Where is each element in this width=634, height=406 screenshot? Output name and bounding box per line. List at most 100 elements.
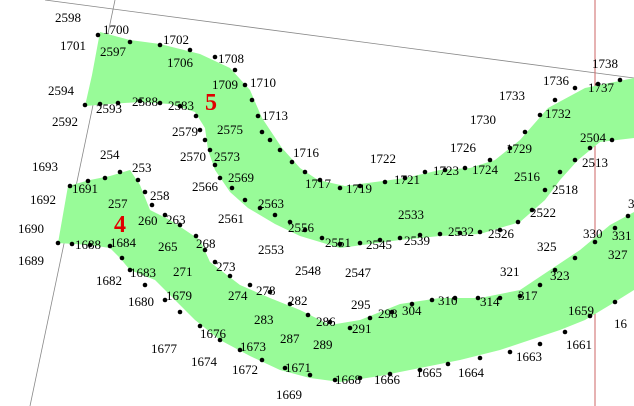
point-label: 1677	[151, 341, 178, 356]
point-label: 2548	[295, 263, 321, 278]
survey-point-marker	[507, 349, 513, 355]
survey-point-marker	[409, 301, 415, 307]
survey-point-marker	[229, 185, 235, 191]
point-label: 253	[132, 160, 152, 175]
zone-label-5: 5	[205, 90, 217, 116]
survey-point-marker	[537, 341, 543, 347]
point-label: 1729	[506, 141, 532, 156]
point-label: 278	[256, 283, 276, 298]
survey-point-marker	[537, 112, 543, 118]
survey-point-marker	[177, 222, 183, 228]
point-label: 1683	[130, 265, 156, 280]
survey-point-marker	[119, 255, 125, 261]
point-label: 1713	[262, 108, 288, 123]
point-label: 1717	[305, 176, 332, 191]
survey-point-marker	[542, 187, 548, 193]
point-label: 2513	[582, 155, 608, 170]
survey-point-marker	[217, 175, 223, 181]
point-label: 289	[313, 337, 333, 352]
survey-point-marker	[55, 240, 61, 246]
point-label: 2545	[366, 237, 392, 252]
point-label: 260	[138, 213, 158, 228]
point-label: 2556	[288, 220, 315, 235]
point-label: 1663	[516, 349, 542, 364]
point-label: 1726	[450, 140, 477, 155]
point-label: 1661	[566, 337, 592, 352]
point-label: 1668	[335, 372, 361, 387]
survey-point-marker	[417, 367, 423, 373]
survey-point-marker	[162, 212, 168, 218]
point-label: 2547	[345, 265, 372, 280]
survey-point-marker	[107, 243, 113, 249]
point-label: 1709	[212, 77, 238, 92]
survey-point-marker	[552, 267, 558, 273]
survey-point-marker	[115, 100, 121, 106]
point-label: 1672	[232, 362, 258, 377]
survey-point-marker	[267, 289, 273, 295]
zone-label-4: 4	[114, 212, 126, 238]
point-label: 314	[480, 294, 500, 309]
point-label: 321	[500, 264, 520, 279]
point-label: 2526	[488, 226, 515, 241]
point-label: 1665	[416, 365, 442, 380]
survey-point-marker	[287, 219, 293, 225]
point-label: 258	[150, 188, 170, 203]
survey-point-marker	[562, 329, 568, 335]
survey-point-marker	[212, 259, 218, 265]
survey-point-marker	[69, 241, 75, 247]
survey-point-marker	[259, 357, 265, 363]
survey-point-marker	[212, 54, 218, 60]
point-label: 1738	[592, 56, 618, 71]
point-label: 331	[612, 228, 632, 243]
point-label: 304	[402, 303, 422, 318]
survey-point-marker	[517, 293, 523, 299]
point-label: 1674	[191, 354, 218, 369]
survey-point-marker	[127, 267, 133, 273]
survey-point-marker	[193, 233, 199, 239]
survey-point-marker	[157, 100, 163, 106]
point-label: 265	[158, 239, 178, 254]
survey-point-marker	[272, 212, 278, 218]
survey-point-marker	[237, 347, 243, 353]
survey-point-marker	[82, 102, 88, 108]
point-label: 2579	[172, 124, 198, 139]
survey-point-marker	[452, 295, 458, 301]
survey-points	[55, 32, 631, 383]
point-label: 1708	[218, 51, 244, 66]
survey-point-marker	[389, 309, 395, 315]
survey-point-marker	[475, 295, 481, 301]
point-label: 335	[628, 196, 634, 211]
survey-point-marker	[572, 255, 578, 261]
survey-point-marker	[587, 313, 593, 319]
point-label: 286	[316, 314, 336, 329]
point-label: 2551	[325, 235, 351, 250]
point-labels: 2598 1700 1701 2597 1702 1706 1708 1709 1710 2594…	[18, 10, 634, 402]
survey-point-marker	[67, 183, 73, 189]
survey-point-marker	[572, 157, 578, 163]
survey-point-marker	[402, 175, 408, 181]
survey-point-marker	[497, 295, 503, 301]
survey-point-marker	[609, 137, 615, 143]
point-label: 2522	[530, 205, 556, 220]
survey-point-marker	[417, 232, 423, 238]
point-label: 287	[280, 331, 300, 346]
point-label: 2593	[96, 101, 122, 116]
survey-point-marker	[162, 297, 168, 303]
survey-point-marker	[202, 247, 208, 253]
survey-point-marker	[289, 159, 295, 165]
point-label: 1700	[103, 22, 129, 37]
point-label: 2553	[258, 242, 284, 257]
point-label: 1664	[458, 365, 485, 380]
point-label: 1733	[499, 88, 525, 103]
survey-point-marker	[332, 377, 338, 383]
survey-point-marker	[377, 237, 383, 243]
point-label: 1684	[110, 235, 137, 250]
point-label: 1679	[166, 288, 192, 303]
point-label: 2516	[514, 169, 541, 184]
survey-point-marker	[187, 47, 193, 53]
survey-point-marker	[477, 229, 483, 235]
survey-point-marker	[327, 319, 333, 325]
survey-point-marker	[259, 129, 265, 135]
survey-point-marker	[462, 165, 468, 171]
point-label: 1671	[285, 360, 311, 375]
